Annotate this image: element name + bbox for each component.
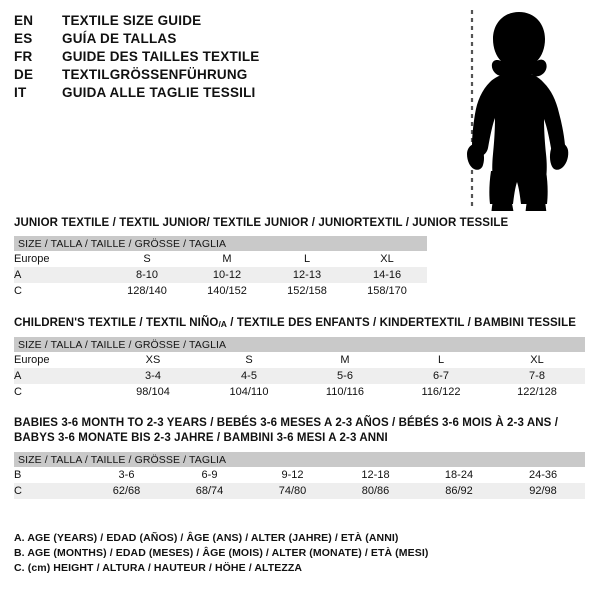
section-babies: BABIES 3-6 MONTH TO 2-3 YEARS / BEBÉS 3-… xyxy=(14,416,586,499)
cell-value: 152/158 xyxy=(267,283,347,299)
section-children-title-subscript: /A xyxy=(218,319,227,329)
cell-value: 98/104 xyxy=(105,384,201,400)
cell-value: 10-12 xyxy=(187,267,267,283)
language-text-de: TEXTILGRÖSSENFÜHRUNG xyxy=(62,67,248,82)
cell-value: XL xyxy=(347,251,428,267)
row-label: B xyxy=(14,467,85,483)
row-label: C xyxy=(14,384,105,400)
cell-value: 122/128 xyxy=(489,384,585,400)
language-code-fr: FR xyxy=(14,49,33,64)
cell-value: L xyxy=(393,352,489,368)
language-text-it: GUIDA ALLE TAGLIE TESSILI xyxy=(62,85,256,100)
legend-line-b: B. AGE (MONTHS) / EDAD (MESES) / ÂGE (MO… xyxy=(14,547,429,559)
section-children: CHILDREN'S TEXTILE / TEXTIL NIÑO/A / TEX… xyxy=(14,316,585,400)
table-row: C 62/68 68/74 74/80 80/86 86/92 92/98 xyxy=(14,483,586,499)
cell-value: S xyxy=(201,352,297,368)
table-row: C 98/104 104/110 110/116 116/122 122/128 xyxy=(14,384,585,400)
toddler-silhouette-icon xyxy=(467,10,569,211)
cell-value: 86/92 xyxy=(417,483,501,499)
cell-value: XS xyxy=(105,352,201,368)
table-row: Europe S M L XL xyxy=(14,251,428,267)
language-row-de: DE TEXTILGRÖSSENFÜHRUNG xyxy=(14,66,434,84)
cell-value: 18-24 xyxy=(417,467,501,483)
language-title-block: EN TEXTILE SIZE GUIDE ES GUÍA DE TALLAS … xyxy=(14,12,434,102)
legend-line-a: A. AGE (YEARS) / EDAD (AÑOS) / ÂGE (ANS)… xyxy=(14,532,399,544)
cell-value: 9-12 xyxy=(251,467,334,483)
babies-size-header-label: SIZE / TALLA / TAILLE / GRÖSSE / TAGLIA xyxy=(14,452,586,467)
section-children-title-part1: CHILDREN'S TEXTILE / TEXTIL NIÑO xyxy=(14,317,219,329)
cell-value: 80/86 xyxy=(334,483,417,499)
cell-value: 4-5 xyxy=(201,368,297,384)
cell-value: 6-9 xyxy=(168,467,251,483)
language-row-fr: FR GUIDE DES TAILLES TEXTILE xyxy=(14,48,434,66)
children-size-table: SIZE / TALLA / TAILLE / GRÖSSE / TAGLIA … xyxy=(14,337,585,400)
cell-value: M xyxy=(297,352,393,368)
table-row: A 8-10 10-12 12-13 14-16 xyxy=(14,267,428,283)
language-text-fr: GUIDE DES TAILLES TEXTILE xyxy=(62,49,260,64)
section-children-title-part3: / TEXTILE DES ENFANTS / KINDERTEXTIL / B… xyxy=(226,317,576,329)
cell-value: 5-6 xyxy=(297,368,393,384)
table-row: B 3-6 6-9 9-12 12-18 18-24 24-36 xyxy=(14,467,586,483)
toddler-body-shape xyxy=(467,12,569,211)
language-code-en: EN xyxy=(14,13,34,28)
section-babies-title-line2: BABYS 3-6 MONATE BIS 2-3 JAHRE / BAMBINI… xyxy=(14,432,388,444)
cell-value: 62/68 xyxy=(85,483,168,499)
cell-value: 3-6 xyxy=(85,467,168,483)
babies-size-table: SIZE / TALLA / TAILLE / GRÖSSE / TAGLIA … xyxy=(14,452,586,499)
cell-value: 128/140 xyxy=(107,283,187,299)
language-code-de: DE xyxy=(14,67,34,82)
row-label: A xyxy=(14,267,107,283)
cell-value: 68/74 xyxy=(168,483,251,499)
table-row: Europe XS S M L XL xyxy=(14,352,585,368)
toddler-figure: C xyxy=(444,6,594,211)
language-code-es: ES xyxy=(14,31,33,46)
cell-value: 12-18 xyxy=(334,467,417,483)
language-text-es: GUÍA DE TALLAS xyxy=(62,31,177,46)
junior-size-header-label: SIZE / TALLA / TAILLE / GRÖSSE / TAGLIA xyxy=(14,236,428,251)
cell-value: 74/80 xyxy=(251,483,334,499)
cell-value: 140/152 xyxy=(187,283,267,299)
cell-value: 7-8 xyxy=(489,368,585,384)
language-code-it: IT xyxy=(14,85,27,100)
cell-value: 12-13 xyxy=(267,267,347,283)
cell-value: 104/110 xyxy=(201,384,297,400)
cell-value: 158/170 xyxy=(347,283,428,299)
cell-value: L xyxy=(267,251,347,267)
legend-block: A. AGE (YEARS) / EDAD (AÑOS) / ÂGE (ANS)… xyxy=(14,531,428,576)
cell-value: 14-16 xyxy=(347,267,428,283)
language-row-en: EN TEXTILE SIZE GUIDE xyxy=(14,12,434,30)
junior-size-header-row: SIZE / TALLA / TAILLE / GRÖSSE / TAGLIA xyxy=(14,236,428,251)
cell-value: S xyxy=(107,251,187,267)
row-label: C xyxy=(14,283,107,299)
cell-value: M xyxy=(187,251,267,267)
cell-value: 6-7 xyxy=(393,368,489,384)
section-babies-title: BABIES 3-6 MONTH TO 2-3 YEARS / BEBÉS 3-… xyxy=(14,416,585,446)
babies-size-header-row: SIZE / TALLA / TAILLE / GRÖSSE / TAGLIA xyxy=(14,452,586,467)
cell-value: 8-10 xyxy=(107,267,187,283)
language-text-en: TEXTILE SIZE GUIDE xyxy=(62,13,202,28)
legend-line-c: C. (cm) HEIGHT / ALTURA / HAUTEUR / HÖHE… xyxy=(14,562,303,574)
row-label: Europe xyxy=(14,352,105,368)
cell-value: 3-4 xyxy=(105,368,201,384)
table-row: C 128/140 140/152 152/158 158/170 xyxy=(14,283,428,299)
row-label: A xyxy=(14,368,105,384)
children-size-header-row: SIZE / TALLA / TAILLE / GRÖSSE / TAGLIA xyxy=(14,337,585,352)
cell-value: 92/98 xyxy=(501,483,586,499)
table-row: A 3-4 4-5 5-6 6-7 7-8 xyxy=(14,368,585,384)
section-junior-title: JUNIOR TEXTILE / TEXTIL JUNIOR/ TEXTILE … xyxy=(14,217,509,229)
row-label: Europe xyxy=(14,251,107,267)
junior-size-table: SIZE / TALLA / TAILLE / GRÖSSE / TAGLIA … xyxy=(14,236,428,299)
section-babies-title-line1: BABIES 3-6 MONTH TO 2-3 YEARS / BEBÉS 3-… xyxy=(14,417,558,429)
section-junior: JUNIOR TEXTILE / TEXTIL JUNIOR/ TEXTILE … xyxy=(14,216,508,299)
cell-value: 24-36 xyxy=(501,467,586,483)
cell-value: 110/116 xyxy=(297,384,393,400)
cell-value: XL xyxy=(489,352,585,368)
section-children-title: CHILDREN'S TEXTILE / TEXTIL NIÑO/A / TEX… xyxy=(14,316,585,331)
children-size-header-label: SIZE / TALLA / TAILLE / GRÖSSE / TAGLIA xyxy=(14,337,585,352)
row-label: C xyxy=(14,483,85,499)
cell-value: 116/122 xyxy=(393,384,489,400)
language-row-es: ES GUÍA DE TALLAS xyxy=(14,30,434,48)
language-row-it: IT GUIDA ALLE TAGLIE TESSILI xyxy=(14,84,434,102)
